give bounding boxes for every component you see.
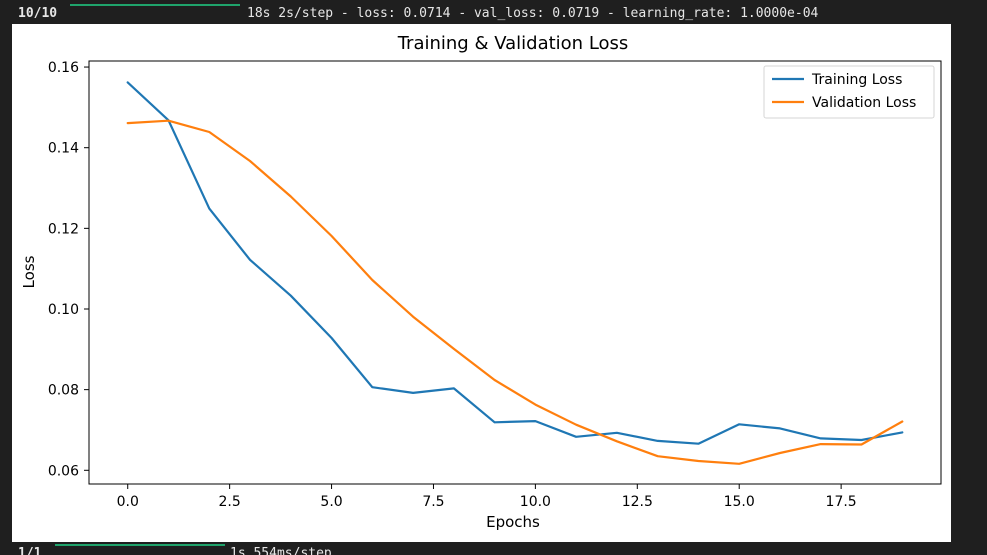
y-axis-label: Loss bbox=[20, 255, 38, 288]
y-tick-label: 0.12 bbox=[48, 221, 79, 237]
evaluation-progress-line: 1/1 1s 554ms/step bbox=[0, 544, 987, 555]
x-tick-label: 12.5 bbox=[622, 494, 653, 510]
series-line-1 bbox=[126, 119, 904, 465]
evaluation-metrics-text: 1s 554ms/step bbox=[230, 546, 332, 555]
x-axis-label: Epochs bbox=[486, 513, 540, 531]
series-line-0 bbox=[126, 81, 904, 445]
y-tick-label: 0.10 bbox=[48, 302, 79, 318]
y-tick-label: 0.08 bbox=[48, 383, 79, 399]
x-tick-label: 17.5 bbox=[826, 494, 857, 510]
y-tick-label: 0.16 bbox=[48, 60, 79, 76]
training-progress-line: 10/10 18s 2s/step - loss: 0.0714 - val_l… bbox=[0, 4, 987, 24]
training-metrics-text: 18s 2s/step - loss: 0.0714 - val_loss: 0… bbox=[247, 6, 819, 21]
progress-bar-fill bbox=[70, 4, 240, 6]
x-tick-label: 10.0 bbox=[520, 494, 551, 510]
epoch-step-count: 10/10 bbox=[18, 6, 58, 21]
plot-area bbox=[88, 60, 942, 485]
evaluation-step-count: 1/1 bbox=[18, 546, 42, 555]
legend-box bbox=[763, 65, 935, 119]
loss-chart: 0.06 0.08 0.10 0.12 0.14 0.16 0.0 2.5 5.0 7.5 10.0… bbox=[12, 24, 951, 542]
evaluation-progress-bar-fill bbox=[55, 544, 225, 546]
x-tick-label: 7.5 bbox=[422, 494, 444, 510]
y-tick-label: 0.06 bbox=[48, 463, 79, 479]
legend-label-1: Validation Loss bbox=[812, 95, 916, 111]
x-tick-label: 15.0 bbox=[724, 494, 755, 510]
loss-chart-svg: 0.06 0.08 0.10 0.12 0.14 0.16 0.0 2.5 5.0 7.5 10.0… bbox=[20, 33, 942, 531]
x-tick-label: 2.5 bbox=[219, 494, 241, 510]
legend-label-0: Training Loss bbox=[811, 72, 902, 88]
y-tick-label: 0.14 bbox=[48, 141, 79, 157]
x-tick-label: 5.0 bbox=[320, 494, 342, 510]
chart-title: Training & Validation Loss bbox=[397, 33, 629, 54]
x-tick-label: 0.0 bbox=[117, 494, 139, 510]
